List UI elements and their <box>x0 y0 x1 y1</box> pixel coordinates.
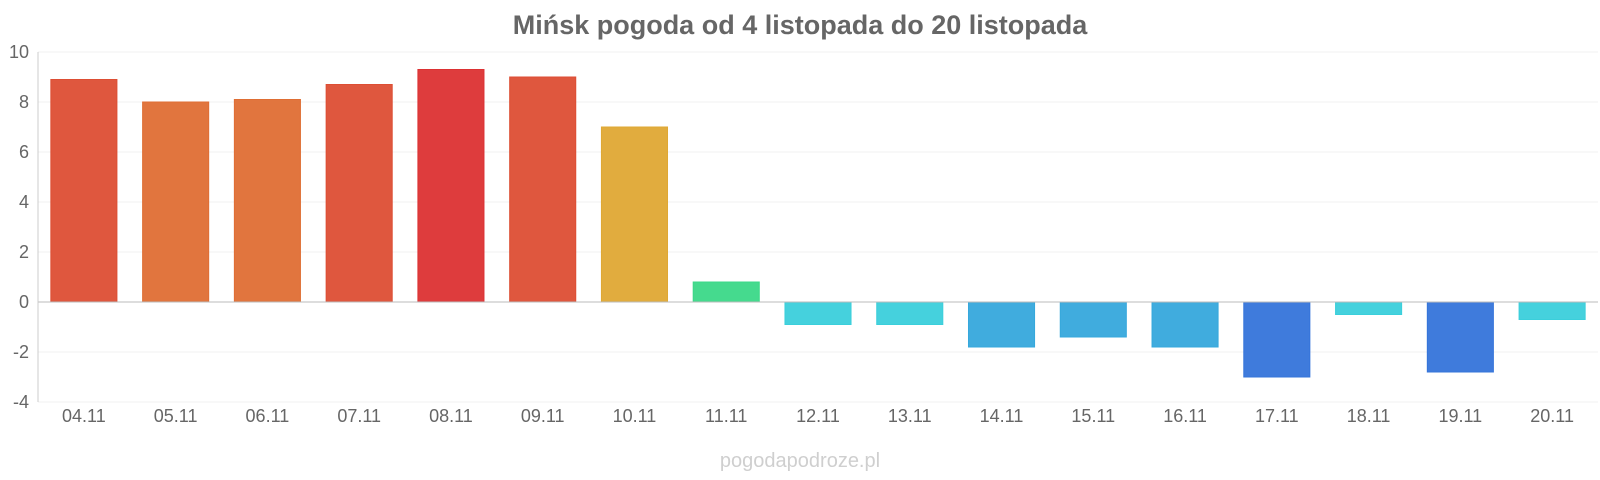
x-tick-label: 20.11 <box>1530 406 1574 426</box>
bar-04.11 <box>50 79 118 303</box>
x-tick-label: 14.11 <box>980 406 1024 426</box>
x-tick-label: 04.11 <box>62 406 106 426</box>
x-tick-label: 09.11 <box>521 406 565 426</box>
x-tick-label: 19.11 <box>1438 406 1482 426</box>
x-tick-label: 10.11 <box>613 406 657 426</box>
chart-title: Mińsk pogoda od 4 listopada do 20 listop… <box>512 10 1088 40</box>
bar-05.11 <box>142 101 210 303</box>
bar-07.11 <box>325 84 393 303</box>
x-tick-label: 06.11 <box>246 406 290 426</box>
x-tick-label: 13.11 <box>888 406 932 426</box>
x-tick-label: 18.11 <box>1347 406 1391 426</box>
watermark: pogodapodroze.pl <box>719 450 881 472</box>
y-tick-label: 0 <box>19 292 29 312</box>
y-tick-label: -4 <box>13 392 29 412</box>
bar-16.11 <box>1151 301 1219 348</box>
y-tick-label: 6 <box>19 142 29 162</box>
x-tick-label: 15.11 <box>1071 406 1115 426</box>
x-tick-label: 08.11 <box>429 406 473 426</box>
y-tick-label: 8 <box>19 92 29 112</box>
x-tick-label: 07.11 <box>337 406 381 426</box>
bar-06.11 <box>233 99 301 303</box>
y-tick-label: -2 <box>13 342 29 362</box>
bar-13.11 <box>876 301 944 325</box>
bar-08.11 <box>417 69 485 303</box>
bar-20.11 <box>1518 301 1586 320</box>
x-tick-label: 17.11 <box>1255 406 1299 426</box>
x-tick-label: 16.11 <box>1163 406 1207 426</box>
y-tick-label: 4 <box>19 192 29 212</box>
bar-10.11 <box>600 126 669 303</box>
bar-09.11 <box>509 76 577 303</box>
y-tick-label: 10 <box>9 42 29 62</box>
bar-15.11 <box>1059 301 1127 338</box>
y-tick-label: 2 <box>19 242 29 262</box>
bars <box>50 69 1586 378</box>
bar-14.11 <box>967 301 1036 348</box>
bar-18.11 <box>1335 301 1403 315</box>
x-tick-label: 11.11 <box>705 406 747 426</box>
x-tick-label: 05.11 <box>154 406 198 426</box>
bar-12.11 <box>784 301 852 325</box>
tick-labels: -4 -2 0 2 4 6 8 10 04.11 05.11 06.11 07.11 08.11 09.1… <box>9 42 1574 426</box>
bar-19.11 <box>1426 301 1494 373</box>
axes <box>37 52 1598 402</box>
bar-11.11 <box>692 281 760 303</box>
x-tick-label: 12.11 <box>796 406 840 426</box>
bar-17.11 <box>1243 301 1311 378</box>
